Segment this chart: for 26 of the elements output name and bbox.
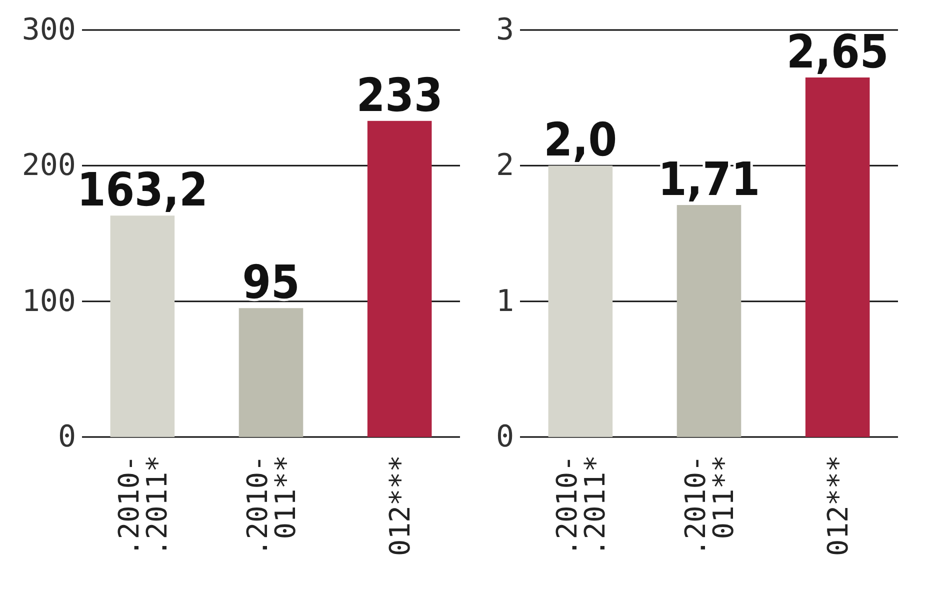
- y-tick-label: 2: [496, 148, 514, 184]
- y-tick-label: 3: [496, 12, 514, 48]
- y-tick-label: 0: [496, 420, 514, 454]
- y-tick-label: 1: [496, 284, 514, 319]
- data-label: 1,71: [658, 152, 760, 206]
- data-label: 2,65: [786, 24, 889, 78]
- y-tick-label: 300: [22, 12, 76, 48]
- bar: [238, 308, 304, 437]
- x-tick-label: .2010- .2011*: [112, 455, 174, 556]
- data-label: 95: [242, 255, 300, 310]
- x-tick-label: 012***: [822, 455, 855, 556]
- bar: [548, 166, 613, 437]
- data-label: 233: [356, 68, 443, 122]
- data-label: 163,2: [76, 162, 208, 217]
- x-tick-label: .2010- 011**: [241, 455, 302, 556]
- bar: [676, 205, 742, 437]
- bar: [805, 77, 870, 437]
- x-tick-label: .2010- 011**: [679, 455, 740, 556]
- x-tick-label: 012***: [384, 455, 417, 556]
- y-tick-label: 0: [58, 420, 76, 454]
- bar: [110, 216, 175, 437]
- x-tick-label: .2010- .2011*: [550, 455, 612, 556]
- data-label: 2,0: [544, 112, 618, 167]
- y-tick-label: 100: [22, 284, 76, 319]
- y-tick-label: 200: [22, 148, 76, 184]
- bar: [367, 120, 432, 437]
